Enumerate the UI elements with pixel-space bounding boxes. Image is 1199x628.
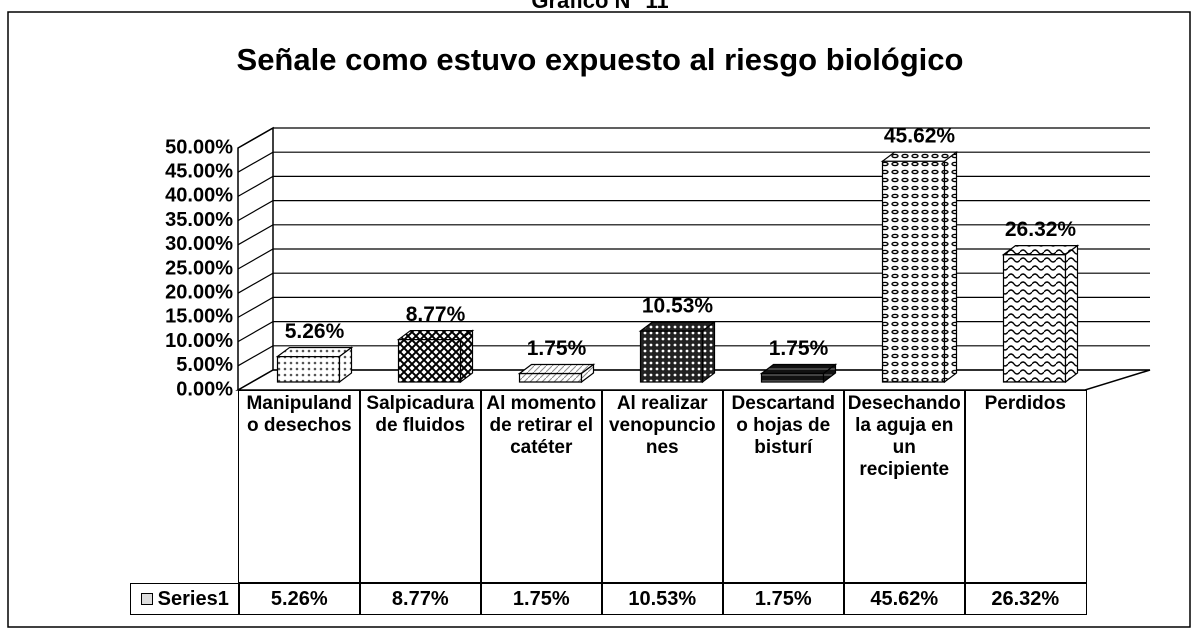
grid-line: [237, 296, 1150, 318]
data-label: 8.77%: [406, 303, 466, 326]
grid-line: [237, 200, 1150, 222]
table-category: Salpicadura de fluidos: [359, 390, 482, 583]
table-value: 8.77%: [359, 583, 482, 615]
legend-label: Series1: [157, 588, 229, 610]
table-category: Manipulando desechos: [238, 390, 361, 583]
y-tick-label: 0.00%: [176, 378, 233, 400]
bar: [880, 150, 959, 384]
table-value: 10.53%: [601, 583, 724, 615]
y-tick-label: 35.00%: [165, 209, 233, 231]
data-label: 5.26%: [285, 320, 345, 343]
data-label: 26.32%: [1005, 218, 1077, 241]
grid-line: [237, 248, 1150, 270]
y-tick-label: 15.00%: [165, 306, 233, 328]
y-tick-label: 50.00%: [165, 136, 233, 158]
grid-line: [237, 321, 1150, 343]
table-category: Perdidos: [964, 390, 1087, 583]
table-category: Al momento de retirar el catéter: [480, 390, 603, 583]
bar: [517, 363, 596, 384]
table-value: 26.32%: [964, 583, 1087, 615]
data-label: 10.53%: [642, 295, 714, 318]
data-label: 1.75%: [769, 337, 829, 360]
grid-line: [237, 127, 1150, 149]
bar: [759, 363, 838, 384]
y-tick-label: 40.00%: [165, 185, 233, 207]
table-value: 45.62%: [843, 583, 966, 615]
y-tick-label: 30.00%: [165, 233, 233, 255]
grid-line: [237, 224, 1150, 246]
y-tick-label: 10.00%: [165, 330, 233, 352]
grid-line: [237, 369, 1150, 391]
chart-title: Señale como estuvo expuesto al riesgo bi…: [237, 42, 964, 77]
y-tick-label: 25.00%: [165, 257, 233, 279]
grid-line: [237, 175, 1150, 197]
table-category: Descartando hojas de bisturí: [722, 390, 845, 583]
y-tick-label: 45.00%: [165, 160, 233, 182]
chart-frame: [7, 11, 1191, 628]
grid-line: [237, 345, 1150, 367]
table-value: 5.26%: [238, 583, 361, 615]
table-category: Desechando la aguja en un recipiente: [843, 390, 966, 583]
y-tick-label: 5.00%: [176, 354, 233, 376]
bar: [638, 320, 717, 384]
bar: [1001, 244, 1080, 384]
grid-line: [237, 151, 1150, 173]
table-value: 1.75%: [722, 583, 845, 615]
table-category: Al realizar venopunciones: [601, 390, 724, 583]
legend-swatch: [140, 593, 153, 605]
data-label: 1.75%: [527, 337, 587, 360]
y-tick-label: 20.00%: [165, 281, 233, 303]
table-value: 1.75%: [480, 583, 603, 615]
bar: [396, 329, 475, 384]
table-legend: Series1: [130, 583, 240, 615]
bar: [275, 346, 354, 384]
grid-line: [237, 272, 1150, 294]
data-label: 45.62%: [884, 125, 956, 148]
figure-label: Gráfico N° 11: [531, 0, 668, 13]
